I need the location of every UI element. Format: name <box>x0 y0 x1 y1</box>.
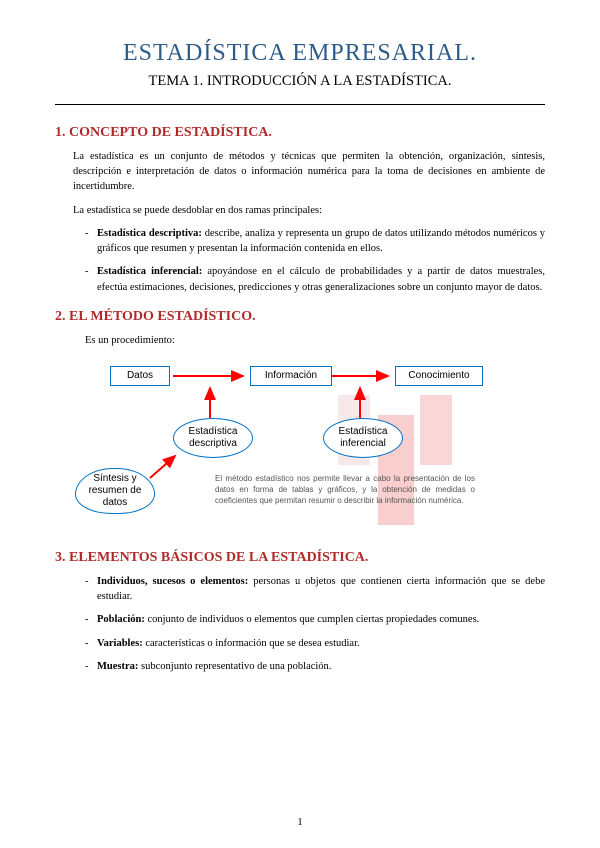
main-title: ESTADÍSTICA EMPRESARIAL. <box>55 40 545 67</box>
s1-para-1: La estadística es un conjunto de métodos… <box>73 149 545 195</box>
subtitle: TEMA 1. INTRODUCCIÓN A LA ESTADÍSTICA. <box>55 73 545 90</box>
section-2-heading: 2. EL MÉTODO ESTADÍSTICO. <box>55 309 545 325</box>
diagram-box-conocimiento: Conocimiento <box>395 366 483 386</box>
s3-b4-text: subconjunto representativo de una poblac… <box>138 661 331 672</box>
diagram-caption: El método estadístico nos permite llevar… <box>215 474 475 506</box>
diagram-oval-descriptiva: Estadística descriptiva <box>173 418 253 458</box>
s3-bullet-1: Individuos, sucesos o elementos: persona… <box>85 574 545 604</box>
s3-b2-text: conjunto de individuos o elementos que c… <box>145 614 479 625</box>
page-number: 1 <box>0 816 600 828</box>
s2-lead: Es un procedimiento: <box>85 333 545 348</box>
diagram-box-informacion: Información <box>250 366 332 386</box>
s3-bullet-4: Muestra: subconjunto representativo de u… <box>85 659 545 674</box>
method-diagram: Datos Información Conocimiento Estadísti… <box>55 356 545 536</box>
diagram-box-datos: Datos <box>110 366 170 386</box>
s1-b1-label: Estadística descriptiva: <box>97 228 202 239</box>
s3-b1-label: Individuos, sucesos o elementos: <box>97 576 248 587</box>
s1-para-2: La estadística se puede desdoblar en dos… <box>73 203 545 218</box>
s3-b4-label: Muestra: <box>97 661 138 672</box>
s1-b2-label: Estadística inferencial: <box>97 266 202 277</box>
section-1-heading: 1. CONCEPTO DE ESTADÍSTICA. <box>55 125 545 141</box>
s3-b3-label: Variables: <box>97 638 143 649</box>
s1-bullet-1: Estadística descriptiva: describe, anali… <box>85 226 545 256</box>
s3-b2-label: Población: <box>97 614 145 625</box>
s3-b3-text: características o información que se des… <box>143 638 360 649</box>
diagram-oval-inferencial: Estadística inferencial <box>323 418 403 458</box>
s3-bullet-2: Población: conjunto de individuos o elem… <box>85 612 545 627</box>
divider <box>55 104 545 105</box>
s1-bullet-2: Estadística inferencial: apoyándose en e… <box>85 264 545 294</box>
diagram-cloud-sintesis: Síntesis y resumen de datos <box>75 468 155 514</box>
section-3-heading: 3. ELEMENTOS BÁSICOS DE LA ESTADÍSTICA. <box>55 550 545 566</box>
s3-bullet-3: Variables: características o información… <box>85 636 545 651</box>
